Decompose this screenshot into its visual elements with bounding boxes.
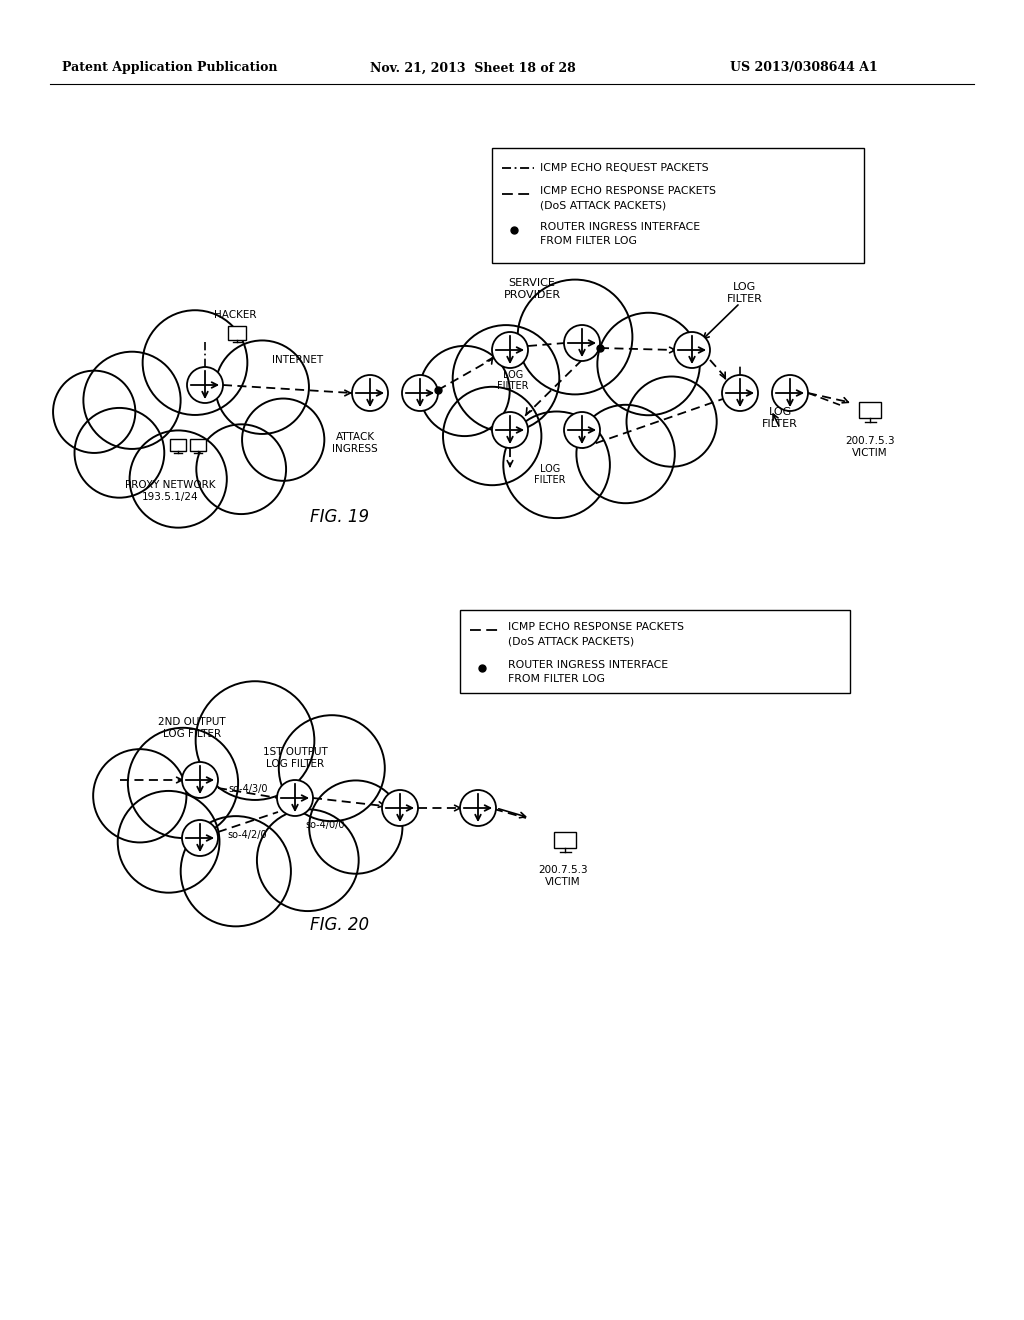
Circle shape bbox=[130, 430, 227, 528]
Circle shape bbox=[309, 780, 402, 874]
Text: ICMP ECHO RESPONSE PACKETS: ICMP ECHO RESPONSE PACKETS bbox=[508, 622, 684, 632]
Text: ATTACK: ATTACK bbox=[336, 432, 375, 442]
Text: LOG: LOG bbox=[503, 370, 523, 380]
Text: FIG. 20: FIG. 20 bbox=[310, 916, 370, 935]
Circle shape bbox=[382, 789, 418, 826]
Circle shape bbox=[517, 280, 633, 395]
Text: HACKER: HACKER bbox=[214, 310, 256, 319]
Circle shape bbox=[182, 762, 218, 799]
Bar bbox=[170, 440, 186, 451]
Circle shape bbox=[453, 325, 559, 432]
Text: FILTER: FILTER bbox=[535, 475, 565, 484]
Text: FIG. 19: FIG. 19 bbox=[310, 508, 370, 525]
Bar bbox=[859, 401, 881, 418]
Text: FILTER: FILTER bbox=[498, 381, 528, 391]
Circle shape bbox=[242, 399, 325, 480]
Circle shape bbox=[597, 313, 699, 416]
Circle shape bbox=[118, 791, 219, 892]
Text: 200.7.5.3: 200.7.5.3 bbox=[539, 865, 588, 875]
Text: 1ST OUTPUT: 1ST OUTPUT bbox=[262, 747, 328, 756]
Circle shape bbox=[215, 341, 309, 434]
Circle shape bbox=[278, 780, 313, 816]
Circle shape bbox=[577, 405, 675, 503]
Text: ICMP ECHO REQUEST PACKETS: ICMP ECHO REQUEST PACKETS bbox=[540, 162, 709, 173]
Circle shape bbox=[142, 310, 248, 414]
Text: INGRESS: INGRESS bbox=[332, 444, 378, 454]
Text: LOG: LOG bbox=[768, 407, 792, 417]
Circle shape bbox=[722, 375, 758, 411]
Text: LOG FILTER: LOG FILTER bbox=[266, 759, 324, 770]
Circle shape bbox=[492, 412, 528, 447]
Circle shape bbox=[627, 376, 717, 467]
Text: so-4/3/0: so-4/3/0 bbox=[228, 784, 267, 795]
Circle shape bbox=[196, 681, 314, 800]
Text: SERVICE: SERVICE bbox=[509, 279, 555, 288]
Text: ICMP ECHO RESPONSE PACKETS: ICMP ECHO RESPONSE PACKETS bbox=[540, 186, 716, 195]
Circle shape bbox=[75, 408, 164, 498]
Text: INTERNET: INTERNET bbox=[272, 355, 324, 366]
Circle shape bbox=[564, 412, 600, 447]
Text: LOG FILTER: LOG FILTER bbox=[163, 729, 221, 739]
Circle shape bbox=[352, 375, 388, 411]
Bar bbox=[492, 148, 864, 263]
Circle shape bbox=[460, 789, 496, 826]
Text: FILTER: FILTER bbox=[727, 294, 763, 304]
Text: FILTER: FILTER bbox=[762, 418, 798, 429]
Text: FROM FILTER LOG: FROM FILTER LOG bbox=[508, 675, 605, 684]
Text: VICTIM: VICTIM bbox=[545, 876, 581, 887]
Text: 200.7.5.3: 200.7.5.3 bbox=[845, 436, 895, 446]
Circle shape bbox=[53, 371, 135, 453]
Text: LOG: LOG bbox=[540, 465, 560, 474]
Circle shape bbox=[180, 816, 291, 927]
Text: Nov. 21, 2013  Sheet 18 of 28: Nov. 21, 2013 Sheet 18 of 28 bbox=[370, 62, 575, 74]
Text: PROXY NETWORK: PROXY NETWORK bbox=[125, 480, 215, 490]
Text: FROM FILTER LOG: FROM FILTER LOG bbox=[540, 236, 637, 246]
Text: PROVIDER: PROVIDER bbox=[504, 290, 560, 300]
Circle shape bbox=[772, 375, 808, 411]
Text: 2ND OUTPUT: 2ND OUTPUT bbox=[158, 717, 226, 727]
Circle shape bbox=[197, 424, 286, 513]
Bar bbox=[554, 832, 575, 849]
Circle shape bbox=[402, 375, 438, 411]
Circle shape bbox=[492, 333, 528, 368]
Circle shape bbox=[279, 715, 385, 821]
Text: Patent Application Publication: Patent Application Publication bbox=[62, 62, 278, 74]
Text: VICTIM: VICTIM bbox=[852, 447, 888, 458]
Text: so-4/0/0: so-4/0/0 bbox=[305, 820, 345, 830]
Circle shape bbox=[443, 387, 542, 486]
Text: so-4/2/0: so-4/2/0 bbox=[227, 830, 267, 840]
Circle shape bbox=[504, 412, 610, 517]
Text: (DoS ATTACK PACKETS): (DoS ATTACK PACKETS) bbox=[508, 636, 634, 645]
Circle shape bbox=[564, 325, 600, 360]
Bar bbox=[228, 326, 246, 339]
Circle shape bbox=[420, 346, 510, 436]
Circle shape bbox=[128, 727, 239, 838]
Bar bbox=[460, 610, 850, 693]
Text: 193.5.1/24: 193.5.1/24 bbox=[141, 492, 199, 502]
Text: ROUTER INGRESS INTERFACE: ROUTER INGRESS INTERFACE bbox=[508, 660, 668, 671]
Circle shape bbox=[182, 820, 218, 855]
Text: (DoS ATTACK PACKETS): (DoS ATTACK PACKETS) bbox=[540, 201, 667, 210]
Circle shape bbox=[83, 351, 180, 449]
Circle shape bbox=[187, 367, 223, 403]
Text: ROUTER INGRESS INTERFACE: ROUTER INGRESS INTERFACE bbox=[540, 222, 700, 232]
Text: US 2013/0308644 A1: US 2013/0308644 A1 bbox=[730, 62, 878, 74]
Circle shape bbox=[257, 809, 358, 911]
Text: LOG: LOG bbox=[733, 282, 757, 292]
Circle shape bbox=[93, 750, 186, 842]
Bar bbox=[189, 440, 206, 451]
Circle shape bbox=[674, 333, 710, 368]
